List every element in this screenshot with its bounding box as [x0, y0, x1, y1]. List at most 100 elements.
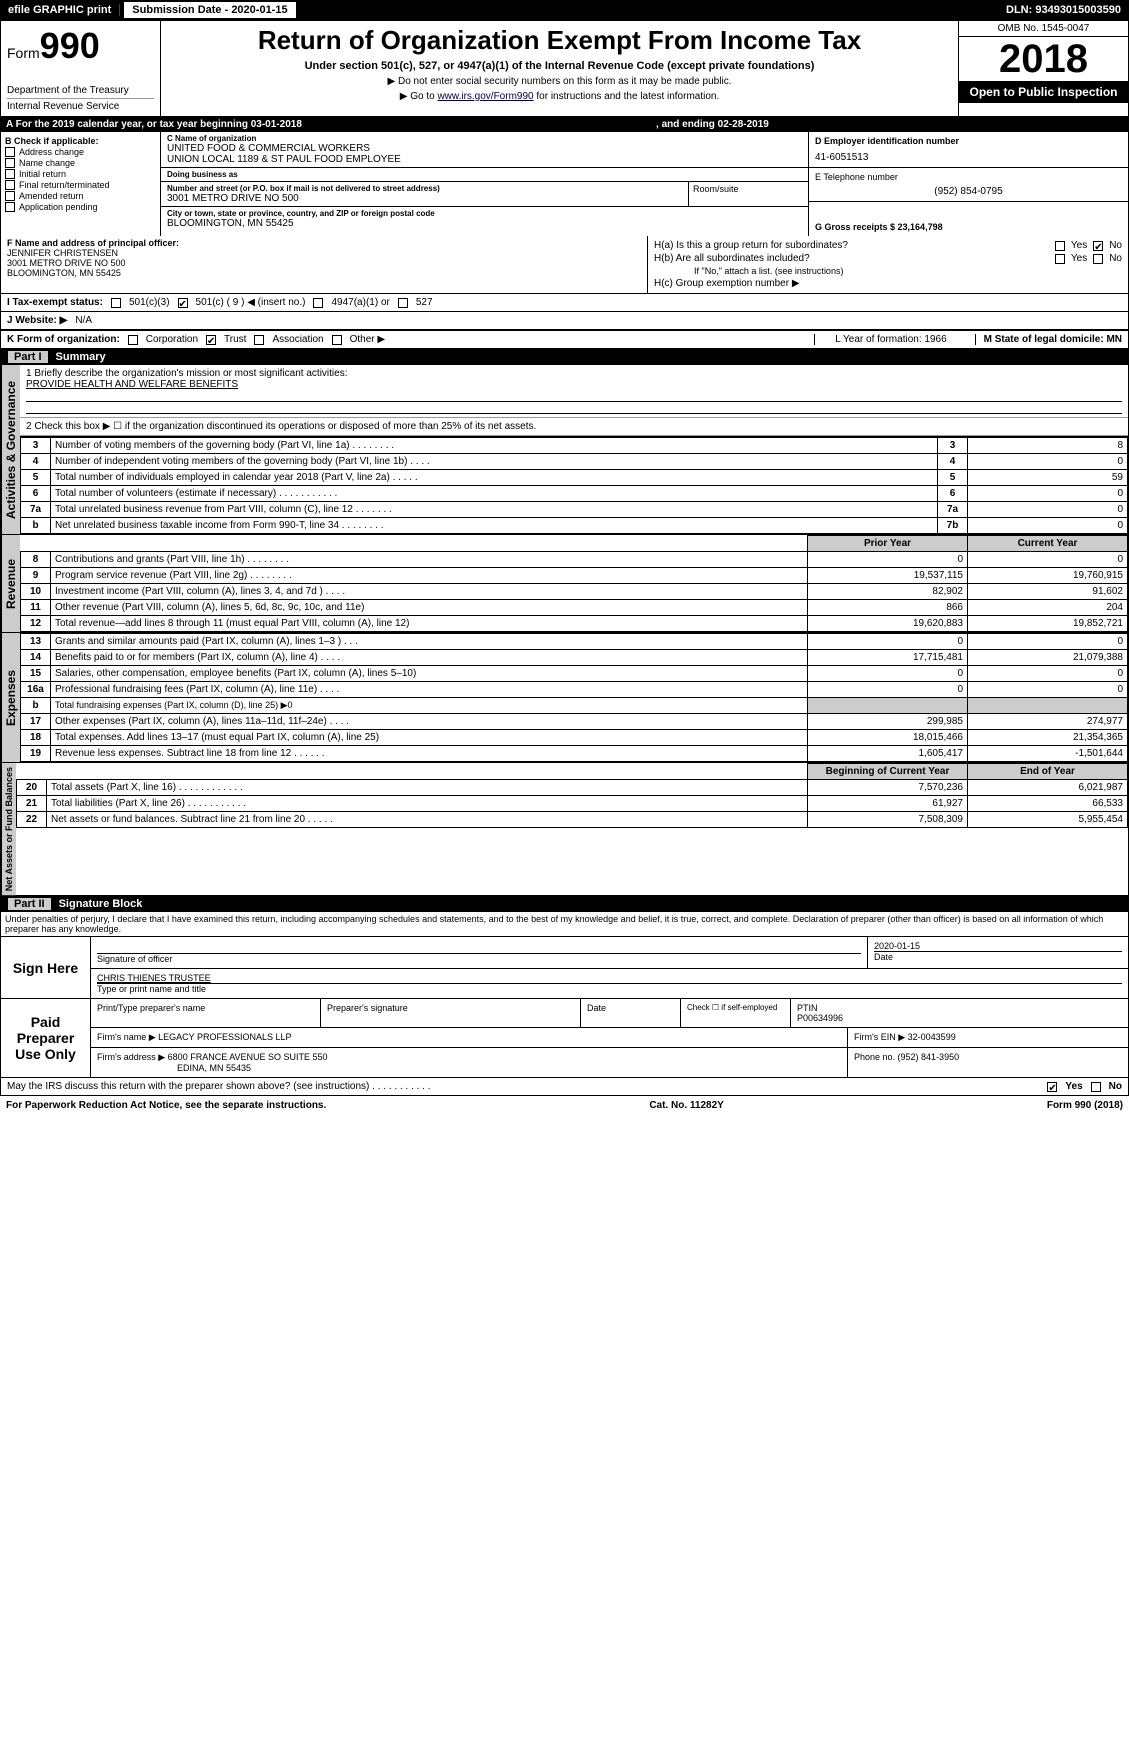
c-label: C Name of organization — [167, 134, 802, 143]
chk-name-change[interactable]: Name change — [5, 158, 156, 168]
website-val: N/A — [75, 315, 92, 326]
firm-name-label: Firm's name ▶ — [97, 1032, 156, 1042]
form-title: Return of Organization Exempt From Incom… — [169, 25, 950, 56]
prep-date-hdr: Date — [581, 999, 681, 1027]
discuss-yes-box[interactable]: ✔ — [1047, 1082, 1057, 1092]
row-klm: K Form of organization: Corporation ✔Tru… — [0, 330, 1129, 349]
lbl-address-change: Address change — [19, 147, 84, 157]
ptin-label: PTIN — [797, 1003, 1122, 1013]
hb-no-box[interactable] — [1093, 254, 1103, 264]
table-row: 7aTotal unrelated business revenue from … — [21, 502, 1128, 518]
line2: 2 Check this box ▶ ☐ if the organization… — [20, 418, 1128, 436]
m-label: M State of legal domicile: MN — [975, 334, 1122, 345]
chk-amended[interactable]: Amended return — [5, 191, 156, 201]
governance-section: Activities & Governance 1 Briefly descri… — [0, 365, 1129, 535]
k-trust-box[interactable]: ✔ — [206, 335, 216, 345]
k-trust: Trust — [224, 334, 246, 345]
irs-link[interactable]: www.irs.gov/Form990 — [437, 91, 533, 102]
omb-number: OMB No. 1545-0047 — [959, 21, 1128, 37]
firm-phone: Phone no. (952) 841-3950 — [848, 1048, 1128, 1077]
i-527-box[interactable] — [398, 298, 408, 308]
firm-addr2: EDINA, MN 55435 — [97, 1063, 251, 1073]
chk-final-return[interactable]: Final return/terminated — [5, 180, 156, 190]
i-501c-box[interactable]: ✔ — [178, 298, 188, 308]
l-label: L Year of formation: 1966 — [814, 334, 966, 345]
form-990: 990 — [40, 25, 100, 66]
table-row: bNet unrelated business taxable income f… — [21, 518, 1128, 534]
top-bar: efile GRAPHIC print Submission Date - 20… — [0, 0, 1129, 20]
discuss-no-box[interactable] — [1091, 1082, 1101, 1092]
discuss-text: May the IRS discuss this return with the… — [7, 1081, 1039, 1092]
i-501c3-box[interactable] — [111, 298, 121, 308]
ha-no-box[interactable]: ✔ — [1093, 241, 1103, 251]
part1-title: Summary — [56, 351, 106, 363]
hb-yes-box[interactable] — [1055, 254, 1065, 264]
line1-label: 1 Briefly describe the organization's mi… — [26, 368, 348, 379]
d-label: D Employer identification number — [815, 136, 1122, 146]
phone-cell: E Telephone number (952) 854-0795 — [809, 168, 1128, 202]
org-name-cell: C Name of organization UNITED FOOD & COM… — [161, 132, 808, 168]
net-table: Beginning of Current YearEnd of Year 20T… — [16, 763, 1128, 828]
hb-no: No — [1109, 253, 1122, 264]
ptin-val: P00634996 — [797, 1013, 1122, 1023]
k-corp-box[interactable] — [128, 335, 138, 345]
b-header: B Check if applicable: — [5, 136, 156, 146]
sign-here-label: Sign Here — [1, 937, 91, 998]
side-revenue: Revenue — [1, 535, 20, 632]
prep-sig-hdr: Preparer's signature — [321, 999, 581, 1027]
table-row: 15Salaries, other compensation, employee… — [21, 666, 1128, 682]
revenue-section: Revenue Prior YearCurrent Year 8Contribu… — [0, 535, 1129, 633]
col-begin: Beginning of Current Year — [808, 764, 968, 780]
part1-bar: Part I Summary — [0, 349, 1129, 365]
lbl-initial: Initial return — [19, 169, 66, 179]
k-assoc-box[interactable] — [254, 335, 264, 345]
header-right: OMB No. 1545-0047 2018 Open to Public In… — [958, 21, 1128, 116]
dept-treasury: Department of the Treasury — [7, 85, 154, 96]
chk-initial-return[interactable]: Initial return — [5, 169, 156, 179]
prep-self-hdr: Check ☐ if self-employed — [681, 999, 791, 1027]
ha-line: H(a) Is this a group return for subordin… — [654, 240, 1122, 251]
table-row: 6Total number of volunteers (estimate if… — [21, 486, 1128, 502]
table-row: 12Total revenue—add lines 8 through 11 (… — [21, 616, 1128, 632]
sig-date: 2020-01-15 — [874, 941, 1122, 951]
paid-label: Paid Preparer Use Only — [1, 999, 91, 1077]
org-name-2: UNION LOCAL 1189 & ST PAUL FOOD EMPLOYEE — [167, 154, 802, 165]
chk-pending[interactable]: Application pending — [5, 202, 156, 212]
i-4947-box[interactable] — [313, 298, 323, 308]
i-501c: 501(c) ( 9 ) ◀ (insert no.) — [196, 297, 306, 308]
irs-label: Internal Revenue Service — [7, 98, 154, 112]
i-527: 527 — [416, 297, 433, 308]
header-middle: Return of Organization Exempt From Incom… — [161, 21, 958, 116]
row-a-mid: , and ending 02-28-2019 — [302, 119, 1123, 130]
table-row: 3Number of voting members of the governi… — [21, 438, 1128, 454]
exp-table: 13Grants and similar amounts paid (Part … — [20, 633, 1128, 762]
chk-address-change[interactable]: Address change — [5, 147, 156, 157]
officer-city: BLOOMINGTON, MN 55425 — [7, 268, 641, 278]
org-name-1: UNITED FOOD & COMMERCIAL WORKERS — [167, 143, 802, 154]
page-footer: For Paperwork Reduction Act Notice, see … — [0, 1096, 1129, 1115]
col-prior: Prior Year — [808, 536, 968, 552]
rev-header: Prior YearCurrent Year — [21, 536, 1128, 552]
i-label: I Tax-exempt status: — [7, 297, 103, 308]
penalty-text: Under penalties of perjury, I declare th… — [0, 912, 1129, 937]
ssn-note: ▶ Do not enter social security numbers o… — [169, 76, 950, 87]
ha-label: H(a) Is this a group return for subordin… — [654, 240, 1049, 251]
k-other-box[interactable] — [332, 335, 342, 345]
firm-ein: 32-0043599 — [908, 1032, 956, 1042]
discuss-row: May the IRS discuss this return with the… — [0, 1078, 1129, 1096]
table-row: 14Benefits paid to or for members (Part … — [21, 650, 1128, 666]
row-a-left: A For the 2019 calendar year, or tax yea… — [6, 119, 302, 130]
discuss-no: No — [1109, 1081, 1122, 1092]
table-row: 22Net assets or fund balances. Subtract … — [17, 812, 1128, 828]
ha-yes-box[interactable] — [1055, 241, 1065, 251]
addr-val: 3001 METRO DRIVE NO 500 — [167, 193, 682, 204]
hb-yes: Yes — [1071, 253, 1087, 264]
part2-title: Signature Block — [59, 898, 143, 910]
table-row: bTotal fundraising expenses (Part IX, co… — [21, 698, 1128, 714]
part2-bar: Part II Signature Block — [0, 896, 1129, 912]
table-row: 19Revenue less expenses. Subtract line 1… — [21, 746, 1128, 762]
e-label: E Telephone number — [815, 172, 1122, 182]
ha-yes: Yes — [1071, 240, 1087, 251]
hb-line: H(b) Are all subordinates included? Yes … — [654, 253, 1122, 264]
ha-no: No — [1109, 240, 1122, 251]
